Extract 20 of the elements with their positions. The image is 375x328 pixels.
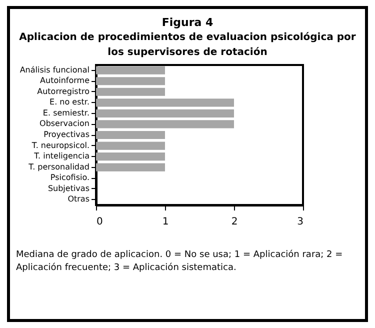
y-tick-label: E. semiestr. (42, 108, 90, 118)
y-tick-label: Observacion (40, 119, 90, 128)
y-tick-label: Análisis funcional (20, 65, 90, 74)
y-tick-label: Proyectivas (44, 130, 90, 139)
y-tick-label: T. neuropsicol. (30, 140, 90, 150)
y-tick-label: Subjetivas (48, 184, 90, 193)
x-tick-label: 3 (297, 216, 304, 228)
y-tick-label: T. inteligencia (33, 152, 90, 161)
chart-title: Figura 4 (160, 15, 214, 30)
y-tick-label: Psicofisio. (50, 173, 90, 182)
y-tick-label: Autoinforme (40, 76, 90, 86)
y-tick-label: E. no estr. (50, 98, 90, 107)
y-tick-label: Autorregistro (37, 86, 90, 96)
y-tick-label: T. personalidad (28, 162, 90, 172)
text: Mediana de grado de aplicacion. 0 = No se usa; 1 = Aplicación rara; 2 = Aplicación frecuente; 3 = Aplicación sistematica. (15, 248, 344, 275)
chart-subtitle: Aplicacion de procedimientos de evaluacion psicológica por los supervisores de rotación (18, 31, 357, 60)
x-tick-label: 1 (162, 216, 169, 228)
x-tick-label: 0 (96, 216, 103, 228)
x-tick-label: 2 (231, 216, 238, 228)
y-tick-label: Otras (68, 194, 90, 204)
